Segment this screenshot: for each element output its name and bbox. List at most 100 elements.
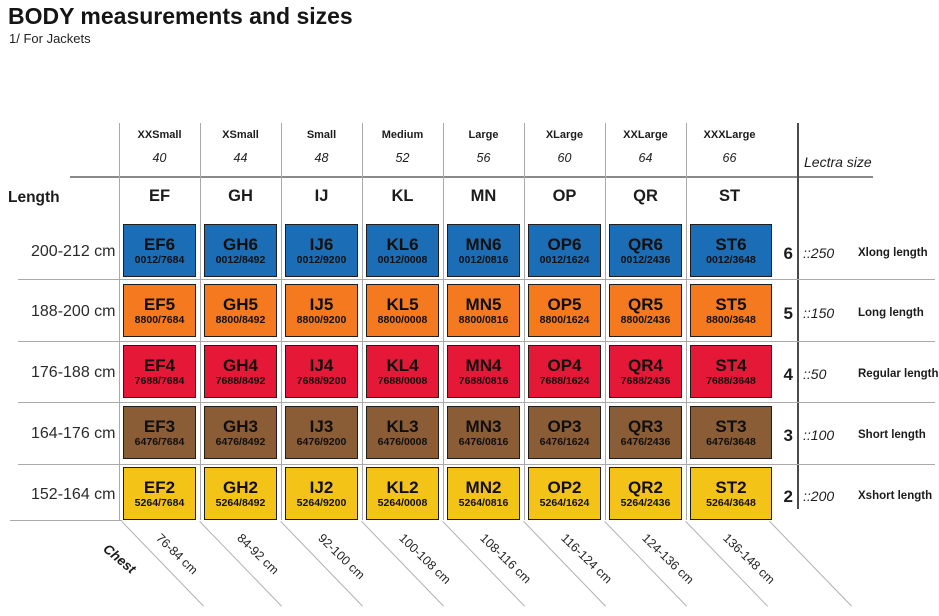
size-cell-ref: 8800/0816 <box>458 313 509 326</box>
size-cell: EF2 5264/7684 <box>123 467 196 520</box>
size-cell-ref: 5264/1624 <box>539 496 590 509</box>
page-title: BODY measurements and sizes <box>8 3 353 29</box>
column-separator-line <box>686 123 687 520</box>
size-cell-code: IJ3 <box>309 416 334 436</box>
size-cell: EF3 6476/7684 <box>123 406 196 459</box>
size-name-header: Small <box>306 129 337 141</box>
row-length-name: Xshort length <box>858 490 933 502</box>
size-cell: IJ4 7688/9200 <box>285 345 358 398</box>
size-code-header: QR <box>633 187 658 205</box>
row-length-range: 176-188 cm <box>31 364 116 381</box>
size-cell-code: KL5 <box>386 294 419 314</box>
size-cell-ref: 6476/2436 <box>620 435 671 448</box>
size-cell-ref: 0012/0816 <box>458 253 509 266</box>
lectra-row-value: ::200 <box>803 488 835 504</box>
size-cell: ST6 0012/3648 <box>690 224 772 277</box>
size-name-header: Medium <box>381 129 424 141</box>
size-cell-code: ST3 <box>715 416 747 436</box>
size-cell-code: GH2 <box>223 477 258 497</box>
size-cell-ref: 5264/9200 <box>296 496 347 509</box>
chest-range-label: 124-136 cm <box>639 531 697 587</box>
page-subtitle: 1/ For Jackets <box>9 31 91 46</box>
column-separator-line <box>119 123 120 520</box>
size-cell: OP2 5264/1624 <box>528 467 601 520</box>
size-cell-code: OP3 <box>547 416 582 436</box>
column-separator-line <box>362 123 363 520</box>
size-code-header: KL <box>391 187 414 205</box>
size-name-header: XLarge <box>545 129 584 141</box>
size-cell-ref: 7688/0008 <box>377 374 428 387</box>
size-cell-ref: 8800/0008 <box>377 313 428 326</box>
size-cell: KL3 6476/0008 <box>366 406 439 459</box>
size-cell-code: EF6 <box>143 234 176 254</box>
size-cell-code: KL6 <box>386 234 419 254</box>
size-name-header: XXXLarge <box>703 129 756 141</box>
size-number-header: 66 <box>722 151 737 165</box>
column-separator-line <box>200 123 201 520</box>
size-cell-ref: 6476/0008 <box>377 435 428 448</box>
row-length-name: Long length <box>858 307 924 319</box>
size-cell-ref: 5264/2436 <box>620 496 671 509</box>
column-separator-line <box>605 123 606 520</box>
size-cell-ref: 8800/2436 <box>620 313 671 326</box>
chest-range-label: 76-84 cm <box>153 531 201 578</box>
size-cell: ST3 6476/3648 <box>690 406 772 459</box>
size-cell-code: EF2 <box>143 477 176 497</box>
size-cell-ref: 7688/3648 <box>706 374 756 387</box>
row-length-name: Regular length <box>858 368 939 380</box>
size-cell-ref: 7688/8492 <box>215 374 266 387</box>
size-cell: ST4 7688/3648 <box>690 345 772 398</box>
row-separator-line <box>18 340 935 342</box>
size-cell: GH4 7688/8492 <box>204 345 277 398</box>
row-length-name: Short length <box>858 429 926 441</box>
length-header: Length <box>8 189 60 206</box>
size-name-header: XXLarge <box>623 129 668 141</box>
size-cell: MN2 5264/0816 <box>447 467 520 520</box>
size-cell-code: ST2 <box>715 477 747 497</box>
size-cell-ref: 7688/7684 <box>134 374 185 387</box>
row-separator-line <box>18 463 935 465</box>
size-cell: MN3 6476/0816 <box>447 406 520 459</box>
size-cell-code: QR4 <box>628 355 663 375</box>
size-cell-code: GH3 <box>223 416 258 436</box>
size-code-header: IJ <box>314 187 329 205</box>
size-cell-code: GH5 <box>223 294 258 314</box>
table-bottom-line <box>10 520 122 521</box>
size-cell: KL5 8800/0008 <box>366 284 439 337</box>
size-cell-code: MN4 <box>465 355 502 375</box>
size-cell-ref: 6476/9200 <box>296 435 347 448</box>
size-cell-code: ST5 <box>715 294 747 314</box>
size-number-header: 60 <box>557 151 572 165</box>
size-cell-code: EF4 <box>143 355 176 375</box>
column-separator-line <box>281 123 282 520</box>
size-cell: KL6 0012/0008 <box>366 224 439 277</box>
size-code-header: OP <box>552 187 577 205</box>
size-cell: IJ5 8800/9200 <box>285 284 358 337</box>
size-cell-code: OP5 <box>547 294 582 314</box>
lectra-row-value: ::150 <box>803 305 835 321</box>
size-code-header: GH <box>228 187 253 205</box>
lectra-size-header: Lectra size <box>804 154 872 170</box>
row-length-range: 188-200 cm <box>31 303 116 320</box>
size-cell-code: ST4 <box>715 355 747 375</box>
size-cell: ST2 5264/3648 <box>690 467 772 520</box>
size-cell: GH3 6476/8492 <box>204 406 277 459</box>
chest-range-label: 84-92 cm <box>234 531 282 578</box>
size-cell-code: IJ2 <box>309 477 334 497</box>
size-name-header: XSmall <box>222 129 259 141</box>
chest-range-label: 100-108 cm <box>396 531 454 587</box>
size-cell: QR3 6476/2436 <box>609 406 682 459</box>
size-cell: QR4 7688/2436 <box>609 345 682 398</box>
lectra-row-value: ::250 <box>803 245 835 261</box>
lectra-column-line <box>797 123 799 509</box>
size-cell: EF5 8800/7684 <box>123 284 196 337</box>
size-cell-ref: 0012/9200 <box>296 253 347 266</box>
chest-range-label: 136-148 cm <box>720 531 778 587</box>
size-cell: GH5 8800/8492 <box>204 284 277 337</box>
size-cell-ref: 0012/3648 <box>706 253 756 266</box>
size-cell-ref: 6476/1624 <box>539 435 590 448</box>
size-cell-ref: 7688/1624 <box>539 374 590 387</box>
size-cell-ref: 5264/3648 <box>706 496 756 509</box>
size-cell-code: QR6 <box>628 234 663 254</box>
